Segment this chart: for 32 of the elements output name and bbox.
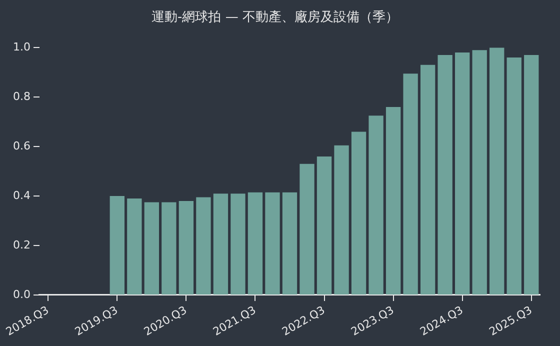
bar [127,198,142,294]
bar [334,145,349,294]
bar [506,57,522,294]
y-tick-label: 0.4 [12,188,30,202]
bar [524,55,539,294]
y-tick-label: 0.2 [12,238,30,252]
bar [282,192,298,294]
bar [386,106,401,294]
bar [230,194,246,294]
bar [300,164,314,294]
bar [196,197,211,294]
bar [248,192,263,294]
bar [490,48,504,294]
chart-title: 運動-網球拍 — 不動產、廠房及設備（季） [152,9,398,26]
bar [110,196,124,294]
y-tick-label: 0.8 [12,90,30,103]
y-tick-label: 1.0 [12,40,30,54]
y-tick-label: 0.6 [12,139,30,152]
bar [420,64,436,294]
bar [472,50,487,294]
bar [403,74,418,294]
bar [144,202,160,294]
bar [316,156,332,294]
bar [265,192,280,294]
bar [455,52,470,294]
bar [178,200,194,294]
bar [162,202,176,294]
y-tick-label: 0.0 [12,288,30,301]
bar [368,116,384,294]
bar [213,194,228,294]
bar [438,55,452,294]
bar [351,132,366,294]
